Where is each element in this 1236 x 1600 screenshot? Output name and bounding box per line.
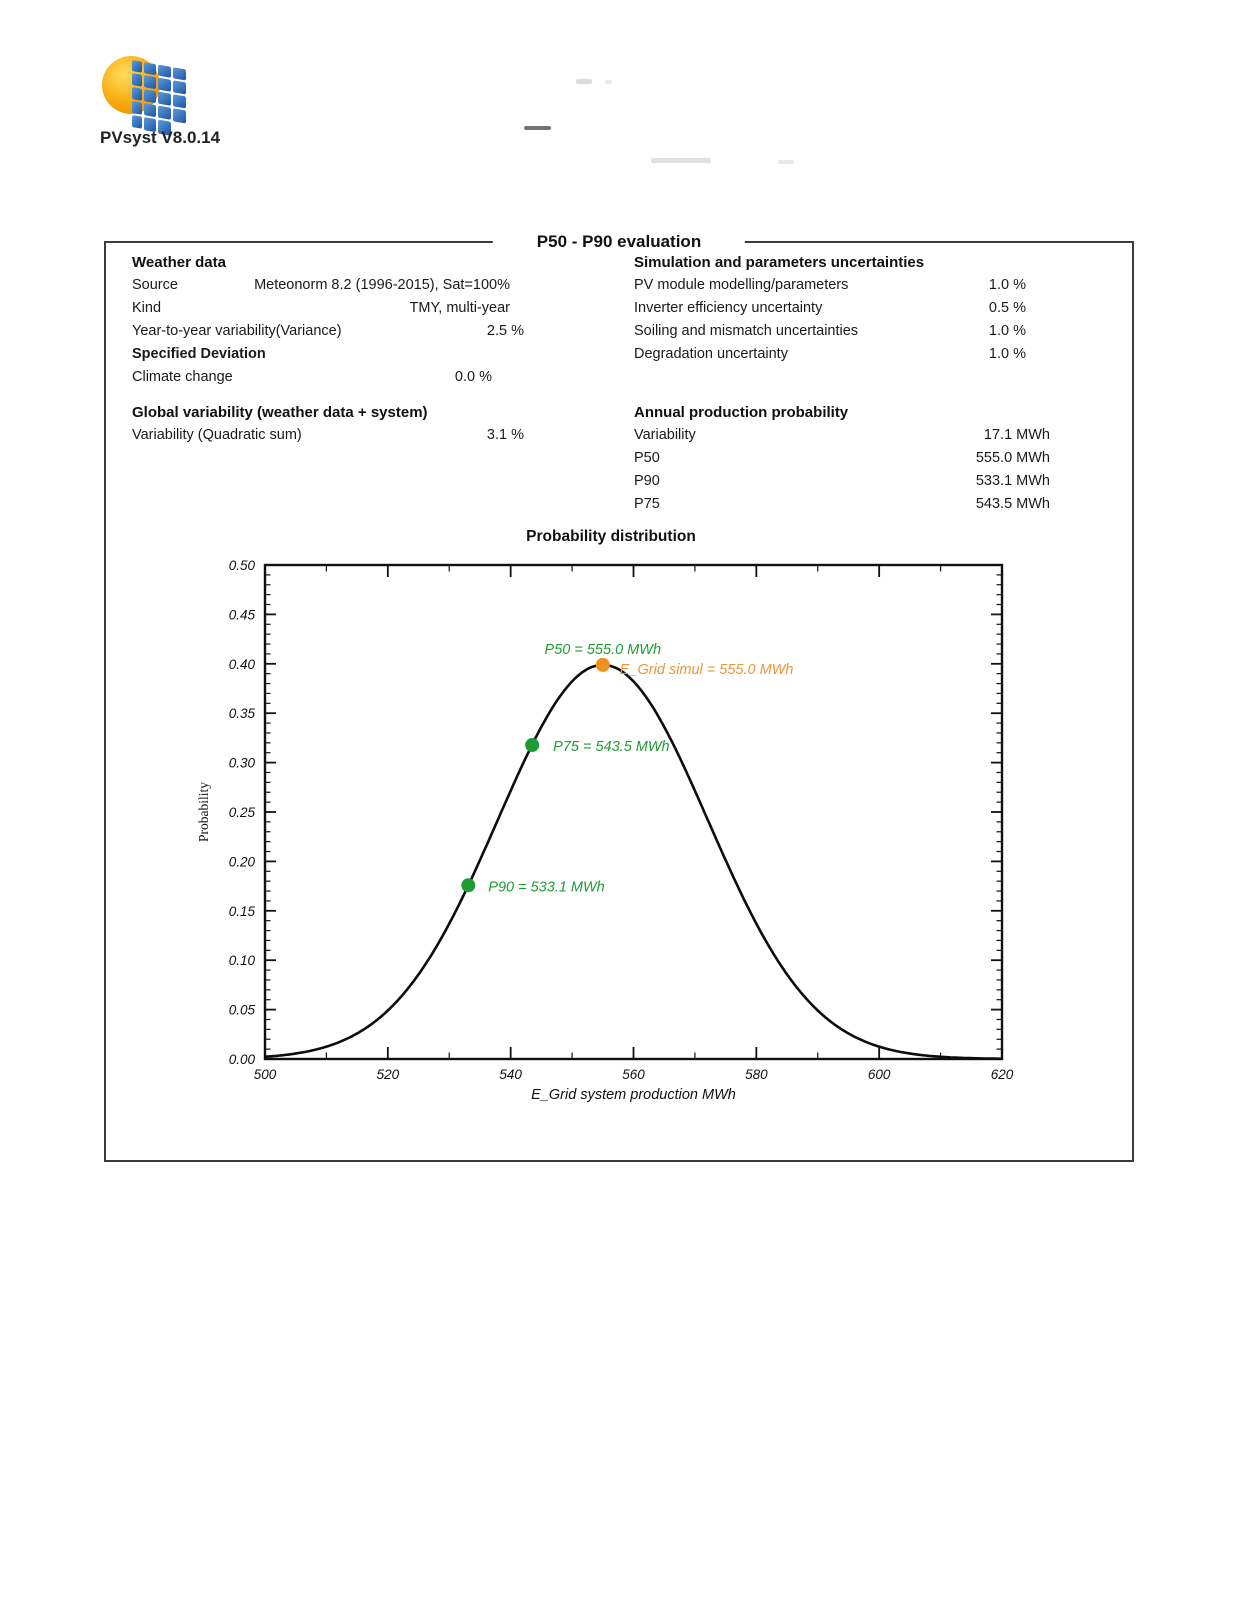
p90-point — [461, 878, 476, 893]
x-tick-label: 540 — [499, 1067, 522, 1082]
y-tick-label: 0.20 — [229, 854, 256, 869]
uncertainties-section: Simulation and parameters uncertainties … — [634, 251, 1050, 366]
row-value: 0.0 % — [454, 369, 492, 385]
row-label: P90 — [634, 473, 660, 489]
row-label: Year-to-year variability(Variance) — [132, 323, 342, 339]
row-value: 555.0 MWh — [975, 450, 1050, 466]
faded-text-artifact — [778, 160, 794, 164]
row-label: Source — [132, 277, 178, 293]
row-label: Degradation uncertainty — [634, 346, 788, 362]
data-row: Inverter efficiency uncertainty 0.5 % — [634, 297, 1050, 320]
y-tick-label: 0.35 — [229, 706, 256, 721]
y-tick-label: 0.10 — [229, 953, 256, 968]
y-tick-label: 0.15 — [229, 904, 256, 919]
row-label: Soiling and mismatch uncertainties — [634, 323, 859, 339]
plot-frame — [263, 563, 1004, 1061]
data-row: Soiling and mismatch uncertainties 1.0 % — [634, 320, 1050, 343]
y-tick-label: 0.05 — [229, 1003, 256, 1018]
e-grid-simul-label: E_Grid simul = 555.0 MWh — [620, 662, 794, 678]
row-value: Meteonorm 8.2 (1996-2015), Sat=100% — [254, 277, 510, 293]
row-label: P50 — [634, 450, 660, 466]
x-axis-title: E_Grid system production MWh — [531, 1087, 736, 1103]
probability-chart: 500 520 540 560 580 600 620 0.00 0.05 0.10 0.15 0.2… — [142, 550, 1102, 1112]
x-tick-label: 520 — [377, 1067, 400, 1082]
probability-distribution-plot: 500 520 540 560 580 600 620 0.00 0.05 0.10 0.15 0.2… — [196, 558, 1014, 1103]
faded-text-artifact — [651, 158, 711, 163]
p75-point — [525, 738, 540, 753]
weather-data-section: Weather data Source Meteonorm 8.2 (1996-… — [132, 251, 524, 389]
row-value: 17.1 MWh — [983, 427, 1050, 443]
faded-text-artifact — [605, 80, 612, 84]
data-row: Variability 17.1 MWh — [634, 424, 1050, 447]
row-label: Climate change — [132, 369, 233, 385]
row-value: TMY, multi-year — [409, 300, 510, 316]
x-axis-ticks — [264, 565, 1003, 1059]
y-axis-tick-labels: 0.00 0.05 0.10 0.15 0.20 0.25 0.30 0.35 0.40 0.45… — [229, 558, 256, 1067]
x-tick-label: 560 — [622, 1067, 645, 1082]
row-value: 0.5 % — [988, 300, 1026, 316]
row-label: Inverter efficiency uncertainty — [634, 300, 823, 316]
data-row: P90 533.1 MWh — [634, 470, 1050, 493]
data-row: Source Meteonorm 8.2 (1996-2015), Sat=10… — [132, 274, 524, 297]
data-row: Kind TMY, multi-year — [132, 297, 524, 320]
section-heading: Global variability (weather data + syste… — [132, 404, 428, 421]
y-tick-label: 0.40 — [229, 657, 256, 672]
data-row: Climate change 0.0 % — [132, 366, 492, 389]
row-value: 2.5 % — [486, 323, 524, 339]
p50-label: P50 = 555.0 MWh — [545, 642, 661, 658]
y-tick-label: 0.45 — [229, 607, 256, 622]
p75-label: P75 = 543.5 MWh — [553, 739, 669, 755]
faded-text-artifact — [576, 79, 592, 84]
data-row: Variability (Quadratic sum) 3.1 % — [132, 424, 524, 447]
row-label: Variability — [634, 427, 696, 443]
box-title: P50 - P90 evaluation — [492, 232, 746, 252]
row-value: 1.0 % — [988, 323, 1026, 339]
y-tick-label: 0.30 — [229, 756, 256, 771]
p90-label: P90 = 533.1 MWh — [488, 879, 604, 895]
y-tick-label: 0.50 — [229, 558, 256, 573]
section-heading: Simulation and parameters uncertainties — [634, 254, 925, 271]
section-heading: Weather data — [132, 254, 226, 271]
row-value: 1.0 % — [988, 277, 1026, 293]
x-axis-tick-labels: 500 520 540 560 580 600 620 — [254, 1067, 1014, 1082]
section-heading: Annual production probability — [634, 404, 849, 421]
data-row: PV module modelling/parameters 1.0 % — [634, 274, 1050, 297]
row-label: Variability (Quadratic sum) — [132, 427, 302, 443]
row-label: P75 — [634, 496, 660, 512]
row-value: 533.1 MWh — [975, 473, 1050, 489]
pvsyst-logo — [102, 56, 186, 136]
data-row: P50 555.0 MWh — [634, 447, 1050, 470]
row-label: Kind — [132, 300, 162, 316]
production-probability-section: Annual production probability Variabilit… — [634, 401, 1050, 516]
bell-curve — [264, 663, 1002, 1061]
app-version: PVsyst V8.0.14 — [100, 128, 221, 147]
chart-title: Probability distribution — [526, 528, 696, 545]
y-tick-label: 0.25 — [229, 805, 256, 820]
y-tick-label: 0.00 — [229, 1052, 256, 1067]
p50-p90-evaluation-box: P50 - P90 evaluation Weather data Source… — [104, 232, 1134, 1162]
x-tick-label: 620 — [991, 1067, 1014, 1082]
data-row: Degradation uncertainty 1.0 % — [634, 343, 1050, 366]
y-axis-title: Probability — [196, 782, 211, 842]
row-value: 543.5 MWh — [975, 496, 1050, 512]
data-row: Specified Deviation — [132, 343, 524, 366]
row-value: 3.1 % — [486, 427, 524, 443]
x-tick-label: 580 — [745, 1067, 768, 1082]
row-label: Specified Deviation — [132, 346, 266, 362]
global-variability-section: Global variability (weather data + syste… — [132, 401, 524, 447]
row-value: 1.0 % — [988, 346, 1026, 362]
data-row: P75 543.5 MWh — [634, 493, 1050, 516]
pv-panel-icon — [132, 60, 186, 136]
data-row: Year-to-year variability(Variance) 2.5 % — [132, 320, 524, 343]
faded-text-artifact — [524, 126, 551, 130]
e-grid-simul-point — [595, 657, 610, 672]
x-tick-label: 500 — [254, 1067, 277, 1082]
y-axis-ticks — [265, 564, 1002, 1060]
x-tick-label: 600 — [868, 1067, 891, 1082]
row-label: PV module modelling/parameters — [634, 277, 849, 293]
